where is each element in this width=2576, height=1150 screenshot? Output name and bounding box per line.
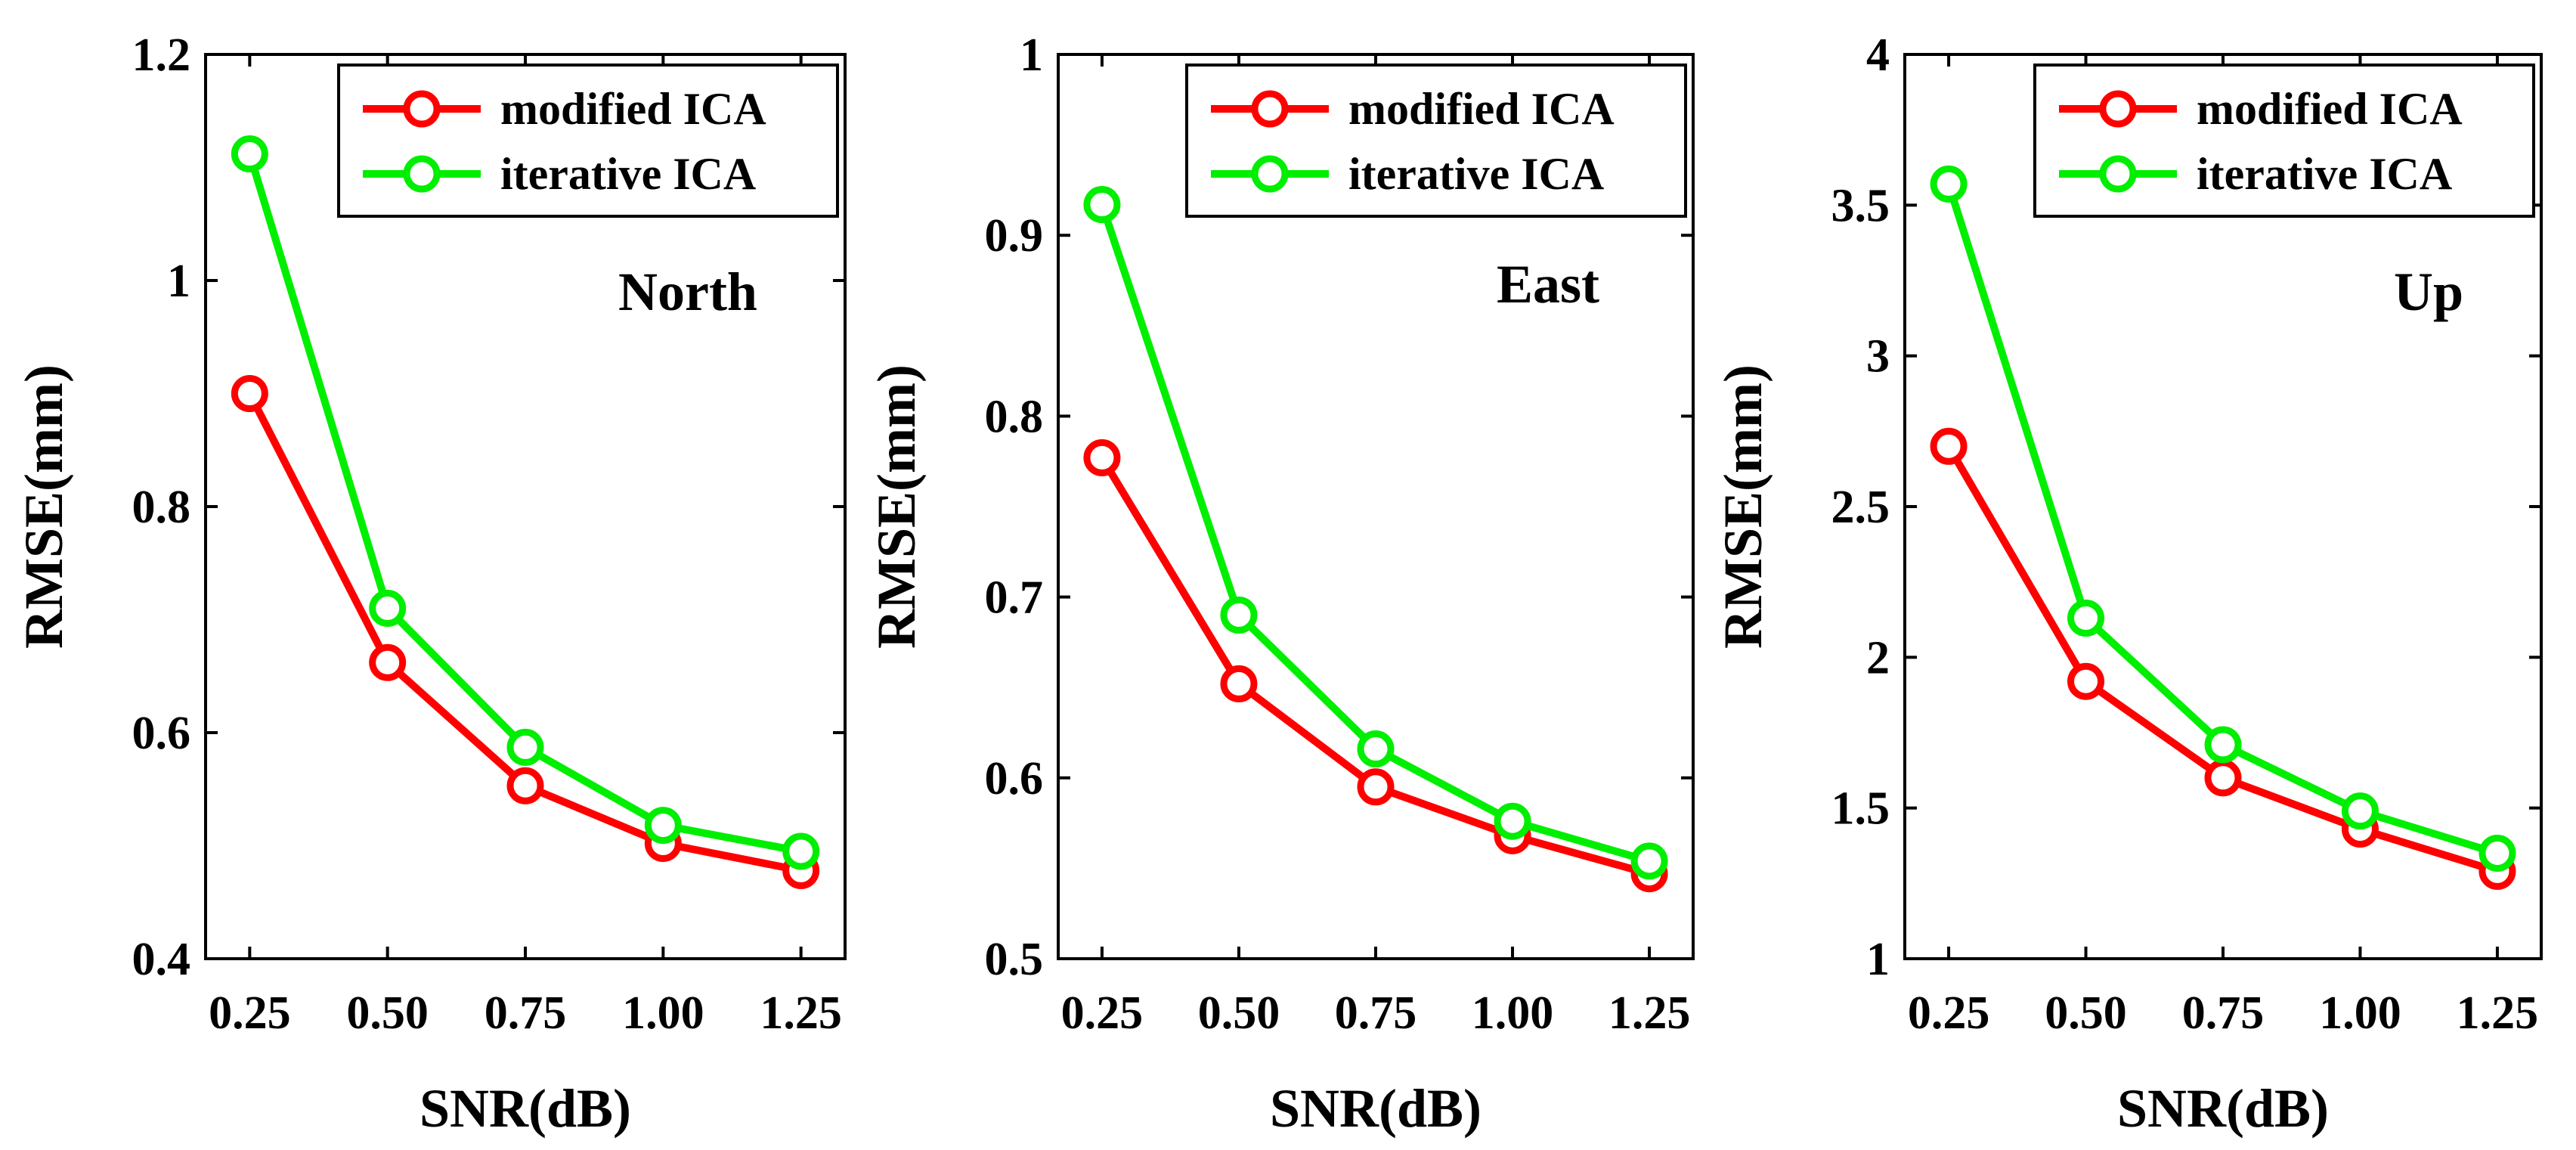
series-iterative-ica bbox=[231, 135, 820, 870]
panel-title: North bbox=[618, 262, 757, 322]
y-tick-label: 0.5 bbox=[985, 934, 1044, 985]
x-tick-label: 0.25 bbox=[1061, 987, 1144, 1039]
data-point bbox=[1357, 768, 1395, 806]
legend-marker bbox=[403, 155, 441, 193]
data-point bbox=[1930, 165, 1968, 203]
series-modified-ica bbox=[231, 375, 820, 889]
data-point bbox=[506, 728, 544, 766]
y-tick-label: 3.5 bbox=[1831, 180, 1890, 231]
legend-label: modified ICA bbox=[1348, 84, 1615, 134]
data-point bbox=[231, 375, 268, 412]
x-tick-label: 1.25 bbox=[2457, 987, 2539, 1039]
x-tick-label: 1.25 bbox=[1608, 987, 1691, 1039]
x-tick-label: 0.75 bbox=[485, 987, 567, 1039]
series-iterative-ica bbox=[1930, 165, 2516, 872]
data-point bbox=[782, 832, 820, 870]
x-tick-label: 0.50 bbox=[1198, 987, 1280, 1039]
legend-label: iterative ICA bbox=[2197, 149, 2452, 199]
y-tick-label: 2 bbox=[1866, 632, 1890, 683]
x-tick-label: 1.25 bbox=[760, 987, 842, 1039]
chart-panel-east: 0.5 0.6 0.7 0.8 0.9 1 0.25 0.50 0.75 1.00 1.25 SNR(… bbox=[866, 29, 1695, 1139]
data-point bbox=[1494, 802, 1531, 840]
legend-marker bbox=[1251, 155, 1289, 193]
data-point bbox=[2067, 600, 2105, 637]
y-axis-label: RMSE(mm) bbox=[14, 364, 74, 649]
y-axis-label: RMSE(mm) bbox=[866, 364, 927, 649]
data-point bbox=[1930, 427, 1968, 465]
y-tick-label: 0.6 bbox=[985, 753, 1044, 804]
legend: modified ICA iterative ICA bbox=[2033, 64, 2535, 218]
panel-title: East bbox=[1497, 254, 1599, 315]
chart-panel-north: 0.4 0.6 0.8 1 1.2 0.25 0.50 0.75 1.00 1.25 SNR(dB)… bbox=[14, 29, 847, 1139]
data-point bbox=[2478, 834, 2516, 872]
y-tick-label: 1 bbox=[1020, 29, 1043, 81]
x-axis-label: SNR(dB) bbox=[420, 1078, 631, 1139]
data-point bbox=[1083, 186, 1121, 224]
data-point bbox=[369, 590, 407, 628]
legend: modified ICA iterative ICA bbox=[1185, 64, 1687, 218]
y-tick-label: 4 bbox=[1866, 29, 1890, 81]
legend-label: iterative ICA bbox=[500, 149, 756, 199]
y-axis-label: RMSE(mm) bbox=[1713, 364, 1773, 649]
legend-label: modified ICA bbox=[500, 84, 766, 134]
y-tick-label: 3 bbox=[1866, 331, 1890, 383]
legend-marker bbox=[403, 90, 441, 128]
y-tick-label: 1.2 bbox=[132, 29, 191, 81]
y-tick-label: 0.6 bbox=[132, 708, 191, 759]
data-point bbox=[1220, 597, 1258, 634]
series-modified-ica bbox=[1083, 439, 1668, 893]
x-tick-label: 0.75 bbox=[1335, 987, 1417, 1039]
data-point bbox=[1220, 665, 1258, 702]
x-tick-label: 0.50 bbox=[2045, 987, 2127, 1039]
series-line bbox=[1098, 455, 1651, 878]
data-point bbox=[1630, 842, 1668, 880]
y-tick-label: 0.7 bbox=[985, 572, 1044, 624]
legend: modified ICA iterative ICA bbox=[337, 64, 839, 218]
legend-marker bbox=[2099, 90, 2137, 128]
x-tick-label: 1.00 bbox=[622, 987, 704, 1039]
y-tick-label: 1.5 bbox=[1831, 783, 1890, 835]
legend-marker bbox=[1251, 90, 1289, 128]
data-point bbox=[2204, 759, 2242, 797]
legend-marker bbox=[2099, 155, 2137, 193]
data-point bbox=[506, 767, 544, 804]
data-point bbox=[644, 807, 682, 845]
data-point bbox=[1357, 730, 1395, 768]
data-point bbox=[2341, 792, 2379, 830]
x-tick-label: 0.75 bbox=[2182, 987, 2265, 1039]
y-tick-label: 0.8 bbox=[132, 482, 191, 533]
chart-panel-up: 1 1.5 2 2.5 3 3.5 4 0.25 0.50 0.75 1.00 1.25 SNR(dB)… bbox=[1713, 29, 2543, 1139]
y-tick-label: 0.8 bbox=[985, 391, 1044, 442]
series-iterative-ica bbox=[1083, 186, 1668, 880]
panel-title: Up bbox=[2394, 262, 2463, 322]
x-axis-label: SNR(dB) bbox=[2117, 1078, 2329, 1139]
series-line bbox=[1945, 444, 2499, 876]
y-tick-label: 0.4 bbox=[132, 934, 191, 985]
x-tick-label: 0.50 bbox=[346, 987, 429, 1039]
y-tick-label: 2.5 bbox=[1831, 482, 1890, 533]
data-point bbox=[2204, 726, 2242, 764]
data-point bbox=[231, 135, 268, 173]
data-point bbox=[1083, 439, 1121, 476]
x-tick-label: 1.00 bbox=[2319, 987, 2401, 1039]
data-point bbox=[2067, 662, 2105, 700]
data-point bbox=[369, 643, 407, 681]
y-tick-label: 0.9 bbox=[985, 210, 1044, 262]
y-tick-label: 1 bbox=[1866, 934, 1890, 985]
y-tick-label: 1 bbox=[167, 256, 190, 307]
legend-label: iterative ICA bbox=[1348, 149, 1604, 199]
x-axis-label: SNR(dB) bbox=[1270, 1078, 1482, 1139]
x-tick-label: 1.00 bbox=[1472, 987, 1554, 1039]
x-tick-label: 0.25 bbox=[1908, 987, 1990, 1039]
legend-label: modified ICA bbox=[2197, 84, 2463, 134]
x-tick-label: 0.25 bbox=[209, 987, 291, 1039]
series-modified-ica bbox=[1930, 427, 2516, 890]
